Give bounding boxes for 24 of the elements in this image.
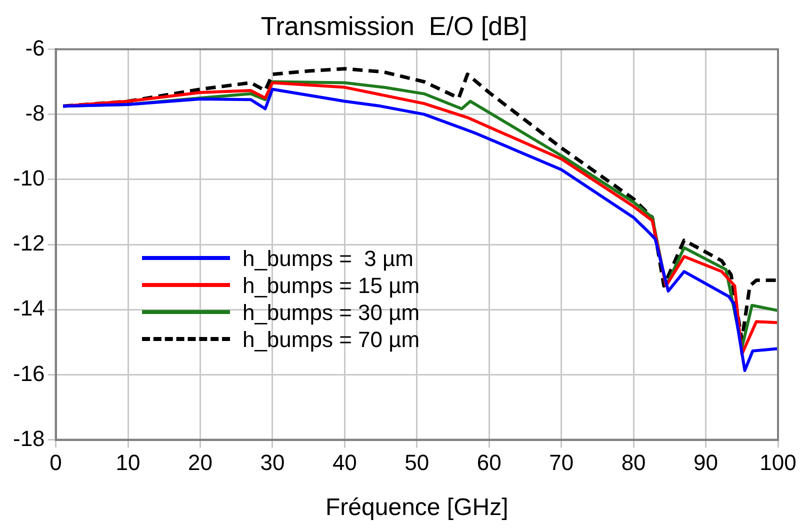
x-tick-label: 30: [260, 450, 285, 476]
x-tick-label: 40: [332, 450, 357, 476]
chart-title: Transmission E/O [dB]: [260, 10, 528, 41]
x-tick-label: 20: [188, 450, 212, 476]
x-axis-title: Fréquence [GHz]: [326, 494, 508, 522]
legend-label: h_bumps = 15 µm: [242, 272, 420, 298]
x-tick-label: 90: [694, 450, 718, 476]
x-tick-label: 60: [476, 450, 502, 476]
y-tick-label: -14: [13, 296, 45, 321]
legend-label: h_bumps = 30 µm: [242, 298, 420, 326]
x-tick-label: 80: [621, 450, 646, 476]
y-tick-label: -8: [25, 100, 45, 126]
legend-label: h_bumps = 70 µm: [242, 326, 420, 352]
legend-label: h_bumps = 3 µm: [242, 244, 414, 272]
x-tick-label: 10: [116, 450, 140, 476]
y-tick-label: -16: [13, 360, 45, 386]
y-tick-label: -12: [13, 230, 45, 256]
x-tick-label: 50: [404, 450, 430, 476]
x-tick-label: 100: [760, 450, 796, 476]
x-tick-label: 0: [50, 450, 62, 476]
y-tick-label: -18: [13, 426, 45, 451]
y-tick-label: -10: [13, 165, 45, 190]
x-tick-label: 70: [549, 450, 574, 476]
y-tick-label: -6: [25, 35, 45, 60]
